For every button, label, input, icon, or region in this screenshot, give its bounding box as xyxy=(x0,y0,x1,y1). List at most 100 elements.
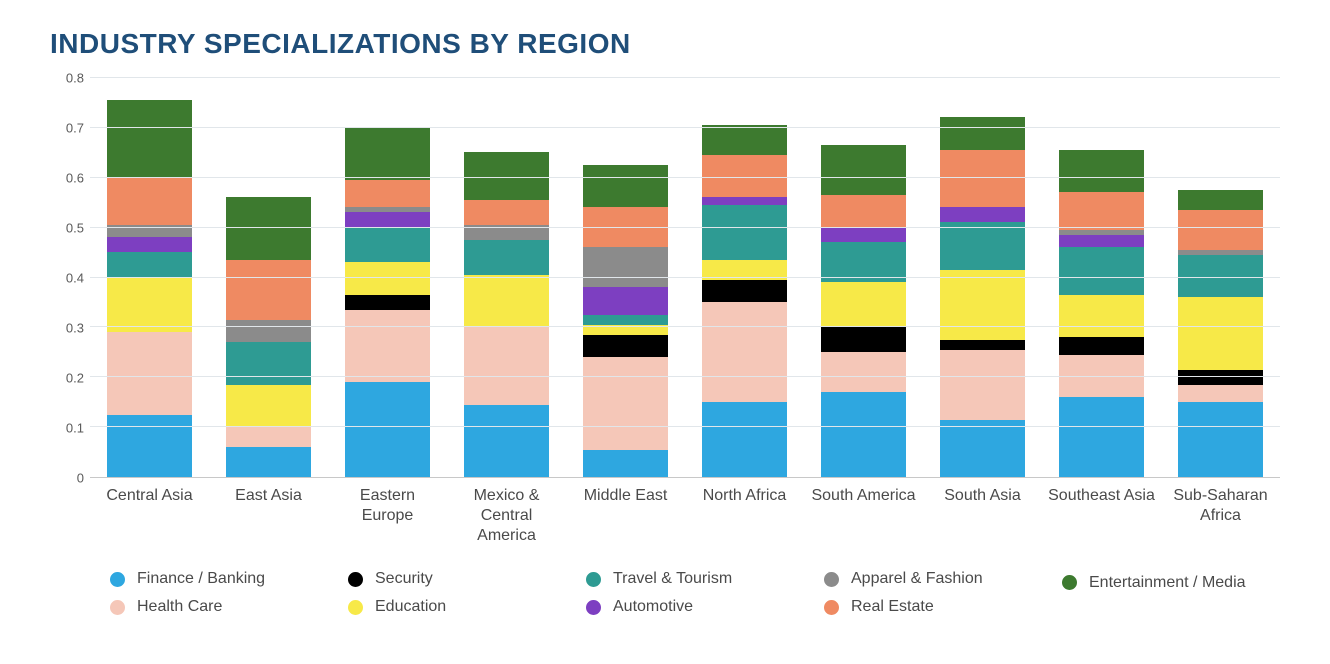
x-axis-label: East Asia xyxy=(209,486,328,546)
bar-segment-entertainment xyxy=(464,152,550,200)
bar-slot xyxy=(447,78,566,477)
bar-segment-travel xyxy=(226,342,312,385)
x-axis-label: Mexico & Central America xyxy=(447,486,566,546)
bar-slot xyxy=(923,78,1042,477)
legend-item-realestate: Real Estate xyxy=(824,598,1042,616)
bar-segment-entertainment xyxy=(702,125,788,155)
bar-segment-healthcare xyxy=(107,332,193,415)
bar-segment-automotive xyxy=(821,227,907,242)
bar-segment-healthcare xyxy=(226,427,312,447)
legend-label: Security xyxy=(375,570,433,588)
x-axis-label: South America xyxy=(804,486,923,546)
bar-segment-realestate xyxy=(464,200,550,225)
chart-area: 00.10.20.30.40.50.60.70.8 xyxy=(50,78,1280,478)
bar-segment-entertainment xyxy=(583,165,669,208)
x-axis-labels: Central AsiaEast AsiaEastern EuropeMexic… xyxy=(90,486,1280,546)
bar-segment-realestate xyxy=(1059,192,1145,230)
bar-slot xyxy=(209,78,328,477)
bar-slot xyxy=(328,78,447,477)
y-tick-label: 0.2 xyxy=(66,371,84,386)
bar-segment-education xyxy=(1059,295,1145,338)
legend-item-automotive: Automotive xyxy=(586,598,804,616)
bar-segment-automotive xyxy=(940,207,1026,222)
bar-segment-travel xyxy=(702,205,788,260)
x-axis-label: Middle East xyxy=(566,486,685,546)
bar-segment-finance xyxy=(345,382,431,477)
plot-area xyxy=(90,78,1280,478)
x-axis-label: Central Asia xyxy=(90,486,209,546)
gridline xyxy=(90,426,1280,427)
bar-segment-entertainment xyxy=(940,117,1026,150)
bar-segment-education xyxy=(226,385,312,428)
bar-segment-security xyxy=(940,340,1026,350)
gridline xyxy=(90,177,1280,178)
bar-segment-automotive xyxy=(702,197,788,205)
legend-swatch xyxy=(824,572,839,587)
gridline xyxy=(90,127,1280,128)
bar-segment-realestate xyxy=(226,260,312,320)
legend-swatch xyxy=(110,572,125,587)
legend-item-healthcare: Health Care xyxy=(110,598,328,616)
legend-label: Apparel & Fashion xyxy=(851,570,983,588)
bar-segment-healthcare xyxy=(583,357,669,450)
bar-segment-entertainment xyxy=(821,145,907,195)
bar-segment-automotive xyxy=(583,287,669,315)
bar-segment-finance xyxy=(226,447,312,477)
stacked-bar xyxy=(226,197,312,477)
bar-slot xyxy=(90,78,209,477)
stacked-bar xyxy=(1059,150,1145,478)
bar-segment-healthcare xyxy=(345,310,431,383)
legend-item-apparel: Apparel & Fashion xyxy=(824,570,1042,588)
y-tick-label: 0.6 xyxy=(66,171,84,186)
bar-segment-realestate xyxy=(1178,210,1264,250)
legend-swatch xyxy=(824,600,839,615)
bar-segment-travel xyxy=(464,240,550,275)
legend-item-security: Security xyxy=(348,570,566,588)
legend-item-entertainment: Entertainment / Media xyxy=(1062,570,1280,616)
bar-segment-apparel xyxy=(226,320,312,343)
bar-segment-travel xyxy=(583,315,669,325)
x-axis-label: South Asia xyxy=(923,486,1042,546)
bar-segment-finance xyxy=(583,450,669,478)
bar-segment-education xyxy=(107,277,193,332)
bar-segment-security xyxy=(345,295,431,310)
bar-segment-healthcare xyxy=(702,302,788,402)
legend-swatch xyxy=(586,600,601,615)
bar-segment-automotive xyxy=(1059,235,1145,248)
y-axis: 00.10.20.30.40.50.60.70.8 xyxy=(50,78,90,478)
bar-segment-travel xyxy=(345,227,431,262)
bar-segment-finance xyxy=(464,405,550,478)
legend: Finance / Banking Health Care Security Educ… xyxy=(110,570,1280,616)
bar-segment-realestate xyxy=(821,195,907,228)
bar-slot xyxy=(1161,78,1280,477)
stacked-bar xyxy=(107,100,193,478)
bar-segment-security xyxy=(1059,337,1145,355)
gridline xyxy=(90,77,1280,78)
bar-segment-finance xyxy=(107,415,193,478)
y-tick-label: 0.1 xyxy=(66,421,84,436)
bar-segment-finance xyxy=(1178,402,1264,477)
stacked-bar xyxy=(1178,190,1264,478)
y-tick-label: 0.4 xyxy=(66,271,84,286)
chart-title: INDUSTRY SPECIALIZATIONS BY REGION xyxy=(50,28,1280,60)
bar-segment-healthcare xyxy=(1178,385,1264,403)
bar-segment-finance xyxy=(821,392,907,477)
bar-segment-automotive xyxy=(107,237,193,252)
legend-swatch xyxy=(348,600,363,615)
legend-label: Real Estate xyxy=(851,598,934,616)
bars-container xyxy=(90,78,1280,477)
y-tick-label: 0.7 xyxy=(66,121,84,136)
bar-segment-travel xyxy=(1059,247,1145,295)
legend-swatch xyxy=(586,572,601,587)
y-tick-label: 0 xyxy=(77,471,84,486)
bar-segment-healthcare xyxy=(464,327,550,405)
x-axis-label: Southeast Asia xyxy=(1042,486,1161,546)
stacked-bar xyxy=(583,165,669,478)
bar-segment-healthcare xyxy=(821,352,907,392)
bar-segment-entertainment xyxy=(1059,150,1145,193)
bar-segment-entertainment xyxy=(226,197,312,260)
bar-segment-automotive xyxy=(345,212,431,227)
legend-item-education: Education xyxy=(348,598,566,616)
legend-item-travel: Travel & Tourism xyxy=(586,570,804,588)
legend-item-finance: Finance / Banking xyxy=(110,570,328,588)
